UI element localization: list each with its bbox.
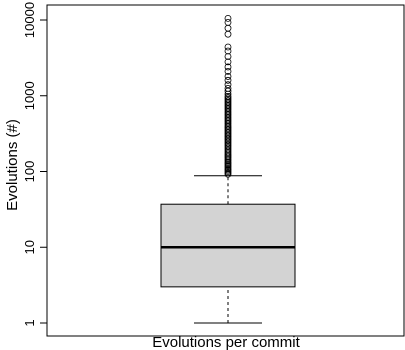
y-axis-title: Evolutions (#) <box>4 119 21 211</box>
y-tick-label: 10 <box>22 240 37 254</box>
outlier-point <box>224 76 232 84</box>
y-tick-label: 1000 <box>22 81 37 110</box>
outlier-point <box>224 47 232 55</box>
outlier-point <box>224 14 232 22</box>
outlier-point <box>224 30 232 38</box>
outlier-point <box>224 63 232 71</box>
outlier-point <box>224 18 232 26</box>
iqr-box <box>160 203 296 288</box>
outlier-point <box>224 87 232 95</box>
y-axis: 1 10 100 1000 10000 <box>22 2 48 327</box>
outlier-point <box>224 73 232 80</box>
outlier-point <box>224 81 232 89</box>
outlier-point <box>224 93 232 100</box>
y-tick-label: 10000 <box>22 2 37 38</box>
outlier-point <box>224 53 232 60</box>
outlier-point <box>224 58 232 66</box>
outlier-point <box>224 24 232 32</box>
outlier-group <box>224 14 232 178</box>
y-tick-label: 1 <box>22 319 37 326</box>
y-tick-label: 100 <box>22 161 37 183</box>
outlier-point <box>224 67 232 75</box>
outlier-point <box>224 85 232 92</box>
box-group <box>160 175 296 324</box>
x-axis-title: Evolutions per commit <box>152 334 300 350</box>
outlier-point <box>224 43 232 51</box>
